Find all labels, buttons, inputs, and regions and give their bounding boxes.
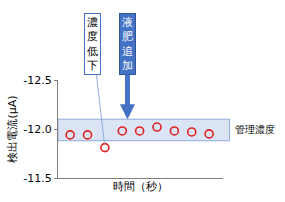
svg-text:検出電流(μA): 検出電流(μA) [6, 95, 19, 162]
svg-text:-12.5: -12.5 [23, 74, 51, 87]
svg-text:-12.0: -12.0 [23, 123, 51, 136]
svg-text:時間（秒）: 時間（秒） [113, 180, 168, 193]
svg-text:液肥追加: 液肥追加 [122, 16, 133, 72]
svg-text:-11.5: -11.5 [23, 172, 51, 185]
svg-text:濃度低下: 濃度低下 [87, 16, 98, 72]
svg-text:管理濃度: 管理濃度 [235, 124, 275, 135]
